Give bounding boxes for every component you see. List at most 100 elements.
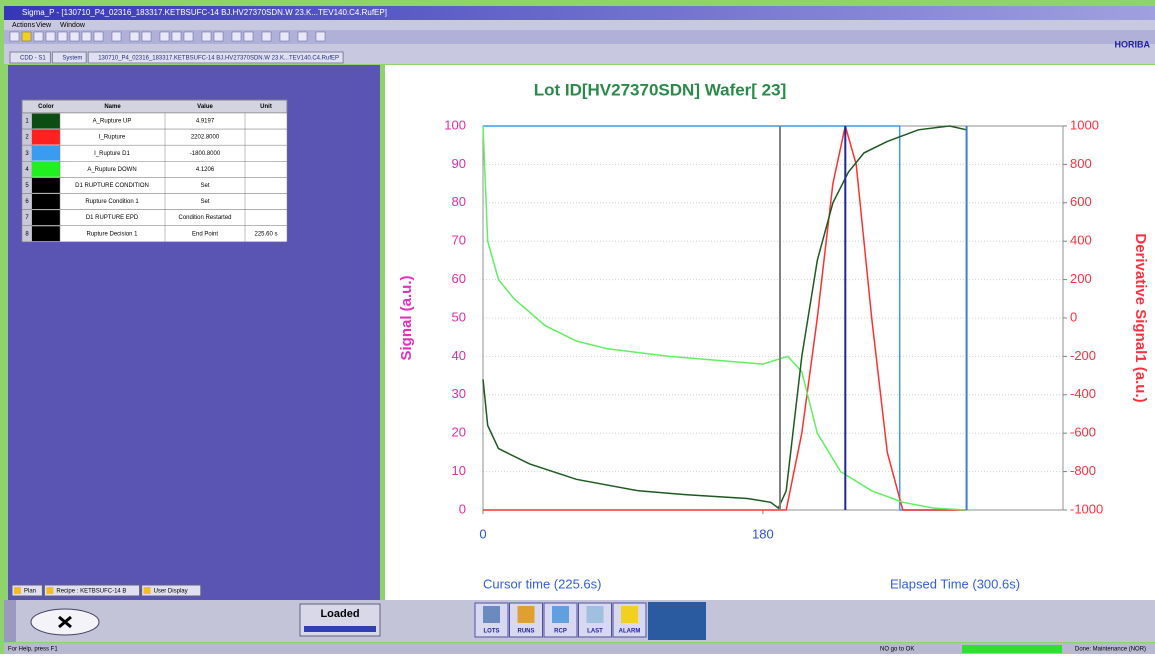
y-tick-label: 30 bbox=[452, 386, 466, 401]
button-label: LOTS bbox=[484, 629, 500, 635]
row-name: I_Rupture D1 bbox=[94, 151, 130, 157]
y2-tick-label: -400 bbox=[1070, 386, 1096, 401]
table-row bbox=[21, 225, 288, 243]
menu-item: View bbox=[36, 22, 52, 29]
tab[interactable] bbox=[9, 51, 51, 64]
y-tick-label: 0 bbox=[459, 501, 466, 516]
button-label: RCP bbox=[554, 629, 567, 635]
row-value: -1800.8000 bbox=[190, 151, 221, 157]
logo-image bbox=[648, 602, 706, 640]
row-name: A_Rupture UP bbox=[93, 119, 132, 125]
table-row bbox=[21, 193, 288, 210]
color-swatch bbox=[32, 194, 60, 209]
color-swatch bbox=[32, 113, 60, 129]
color-swatch bbox=[32, 210, 60, 226]
status-message: NO go to OK bbox=[880, 647, 914, 653]
row-index: 4 bbox=[25, 167, 29, 173]
row-index: 8 bbox=[25, 231, 29, 237]
table-header-cell: Color bbox=[38, 104, 54, 110]
toolbar bbox=[4, 30, 1155, 44]
row-unit: 225.60 s bbox=[254, 231, 277, 237]
tab[interactable] bbox=[87, 51, 344, 64]
y2-tick-label: 800 bbox=[1070, 156, 1092, 171]
button-icon bbox=[621, 606, 638, 623]
y-tick-label: 20 bbox=[452, 425, 466, 440]
series-line bbox=[482, 125, 967, 511]
table-row bbox=[21, 209, 288, 226]
y2-tick-label: 200 bbox=[1070, 271, 1092, 286]
series-line bbox=[482, 125, 967, 510]
tab-label: 130710_P4_02316_183317.KETBSUFC-14 BJ.HV… bbox=[98, 56, 339, 62]
cursor-time: Cursor time (225.6s) bbox=[483, 576, 601, 591]
button-icon bbox=[552, 606, 569, 623]
tab-label: System bbox=[62, 56, 82, 62]
bottom-tab-label: Plan bbox=[24, 589, 36, 595]
bottom-tab-icon bbox=[14, 587, 21, 594]
bottom-tab[interactable] bbox=[141, 584, 202, 597]
y-tick-label: 40 bbox=[452, 348, 466, 363]
status-mode: Done: Maintenance (NOR) bbox=[1075, 647, 1146, 653]
row-index: 3 bbox=[25, 151, 29, 157]
y2-tick-label: -600 bbox=[1070, 425, 1096, 440]
bottom-tab-label: User Display bbox=[154, 589, 188, 595]
table-row bbox=[21, 128, 288, 146]
menu-item: Window bbox=[60, 22, 86, 29]
y2-tick-label: -200 bbox=[1070, 348, 1096, 363]
close-icon bbox=[58, 615, 72, 629]
status-text: Loaded bbox=[320, 608, 359, 620]
row-name: D1 RUPTURE EPD bbox=[86, 215, 139, 221]
y-tick-label: 10 bbox=[452, 463, 466, 478]
row-index: 1 bbox=[25, 119, 29, 125]
status-indicator bbox=[962, 645, 1062, 653]
row-name: A_Rupture DOWN bbox=[87, 167, 136, 173]
color-swatch bbox=[32, 161, 60, 177]
x-tick-label: 180 bbox=[752, 526, 774, 541]
elapsed-time: Elapsed Time (300.6s) bbox=[890, 576, 1020, 591]
status-help: For Help, press F1 bbox=[8, 647, 58, 653]
y-tick-label: 100 bbox=[444, 117, 466, 132]
bottom-tab-icon bbox=[143, 587, 151, 594]
color-swatch bbox=[32, 145, 60, 161]
row-index: 6 bbox=[25, 199, 29, 205]
y-axis-label: Signal (a.u.) bbox=[398, 275, 415, 360]
color-swatch bbox=[32, 129, 60, 145]
button-icon bbox=[483, 606, 500, 623]
table-header bbox=[21, 99, 288, 114]
row-name: Rupture Condition 1 bbox=[85, 199, 139, 205]
chart-title: Lot ID[HV27370SDN] Wafer[ 23] bbox=[534, 80, 787, 99]
tab[interactable] bbox=[51, 51, 87, 64]
button-label: LAST bbox=[587, 629, 603, 635]
y-tick-label: 70 bbox=[452, 233, 466, 248]
row-name: Rupture Decision 1 bbox=[86, 231, 138, 237]
table-row bbox=[21, 177, 288, 194]
table-row bbox=[21, 112, 288, 130]
row-index: 5 bbox=[25, 183, 29, 189]
color-swatch bbox=[32, 226, 60, 242]
y-tick-label: 60 bbox=[452, 271, 466, 286]
row-value: Condition Restarted bbox=[178, 215, 231, 221]
x-tick-label: 0 bbox=[479, 526, 486, 541]
menu-item: Actions bbox=[12, 22, 35, 29]
row-value: 2202.8000 bbox=[191, 135, 220, 141]
table-row bbox=[21, 144, 288, 162]
row-value: Set bbox=[200, 199, 209, 205]
row-name: D1 RUPTURE CONDITION bbox=[75, 183, 149, 189]
bottom-tab-label: Recipe : KETBSUFC-14 B bbox=[56, 589, 126, 595]
bottom-tab[interactable] bbox=[11, 584, 43, 597]
row-value: 4.9197 bbox=[196, 119, 215, 125]
y2-tick-label: -1000 bbox=[1070, 501, 1103, 516]
control-grip bbox=[4, 600, 16, 642]
y-tick-label: 50 bbox=[452, 309, 466, 324]
y2-tick-label: 600 bbox=[1070, 194, 1092, 209]
table-header-cell: Value bbox=[197, 104, 213, 110]
button-icon bbox=[586, 606, 604, 623]
y2-tick-label: 0 bbox=[1070, 309, 1077, 324]
bottom-tab[interactable] bbox=[43, 584, 141, 597]
bottom-tab-icon bbox=[46, 587, 54, 594]
row-name: I_Rupture bbox=[99, 135, 126, 141]
y2-axis-label: Derivative Signal1 (a.u.) bbox=[1132, 233, 1149, 402]
y2-tick-label: 400 bbox=[1070, 233, 1092, 248]
row-index: 2 bbox=[25, 135, 29, 141]
